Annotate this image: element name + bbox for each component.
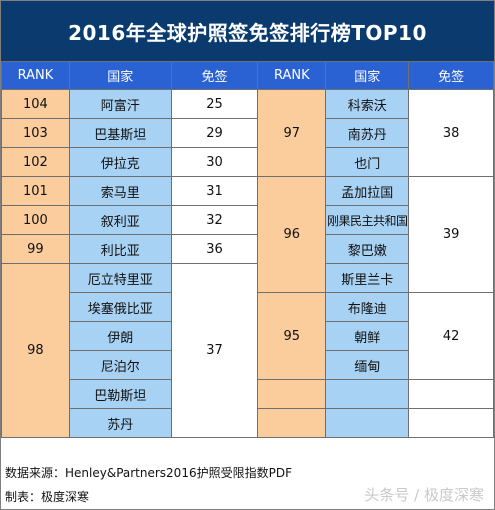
- visa-free-cell: 29: [170, 118, 259, 148]
- rank-cell: 96: [257, 176, 327, 293]
- visa-free-cell: 38: [408, 89, 494, 177]
- country-cell: 斯里兰卡: [325, 263, 410, 293]
- country-cell: 苏丹: [68, 408, 172, 438]
- visa-free-cell: 32: [170, 205, 259, 235]
- country-cell: 巴基斯坦: [68, 118, 172, 148]
- header-country-right: 国家: [325, 61, 410, 90]
- visa-free-cell: 30: [170, 147, 259, 177]
- watermark: 头条号 / 极度深寒: [364, 486, 484, 504]
- empty-country-cell: [325, 379, 410, 409]
- ranking-table: RANK 国家 免签 RANK 国家 免签 104 阿富汗 25 97 科索沃 …: [1, 61, 494, 438]
- data-source-note: 数据来源：Henley&Partners2016护照受限指数PDF: [5, 466, 292, 480]
- country-cell: 伊拉克: [68, 147, 172, 177]
- rank-cell: 102: [1, 147, 70, 177]
- country-cell: 缅甸: [325, 350, 410, 380]
- country-cell: 布隆迪: [325, 292, 410, 322]
- visa-free-cell: 25: [170, 89, 259, 119]
- country-cell: 刚果民主共和国: [325, 205, 410, 235]
- header-visa-free-right: 免签: [408, 61, 494, 90]
- rank-cell: 97: [257, 89, 327, 177]
- rank-cell: 95: [257, 292, 327, 380]
- rank-cell: 99: [1, 234, 70, 264]
- country-cell: 也门: [325, 147, 410, 177]
- country-cell: 科索沃: [325, 89, 410, 119]
- country-cell: 埃塞俄比亚: [68, 292, 172, 322]
- empty-country-cell: [325, 408, 410, 438]
- page-title: 2016年全球护照签免签排行榜TOP10: [1, 1, 494, 61]
- rank-cell: 104: [1, 89, 70, 119]
- empty-visa-free-cell: [408, 379, 494, 409]
- visa-free-cell: 37: [170, 263, 259, 438]
- country-cell: 叙利亚: [68, 205, 172, 235]
- country-cell: 南苏丹: [325, 118, 410, 148]
- empty-visa-free-cell: [408, 408, 494, 438]
- country-cell: 利比亚: [68, 234, 172, 264]
- visa-free-cell: 36: [170, 234, 259, 264]
- visa-free-cell: 39: [408, 176, 494, 293]
- header-rank-right: RANK: [257, 61, 327, 90]
- table-maker-note: 制表：极度深寒: [5, 490, 90, 504]
- empty-rank-cell: [257, 408, 327, 438]
- country-cell: 黎巴嫩: [325, 234, 410, 264]
- rank-cell: 100: [1, 205, 70, 235]
- country-cell: 孟加拉国: [325, 176, 410, 206]
- rank-cell: 103: [1, 118, 70, 148]
- visa-free-cell: 42: [408, 292, 494, 380]
- country-cell: 尼泊尔: [68, 350, 172, 380]
- visa-free-cell: 31: [170, 176, 259, 206]
- header-visa-free-left: 免签: [170, 61, 259, 90]
- country-cell: 巴勒斯坦: [68, 379, 172, 409]
- country-cell: 厄立特里亚: [68, 263, 172, 293]
- empty-rank-cell: [257, 379, 327, 409]
- footer: 数据来源：Henley&Partners2016护照受限指数PDF 制表：极度深…: [1, 438, 494, 509]
- country-cell: 阿富汗: [68, 89, 172, 119]
- country-cell: 伊朗: [68, 321, 172, 351]
- country-cell: 索马里: [68, 176, 172, 206]
- rank-cell: 101: [1, 176, 70, 206]
- country-cell: 朝鲜: [325, 321, 410, 351]
- header-rank-left: RANK: [1, 61, 70, 90]
- rank-cell: 98: [1, 263, 70, 438]
- header-country-left: 国家: [68, 61, 172, 90]
